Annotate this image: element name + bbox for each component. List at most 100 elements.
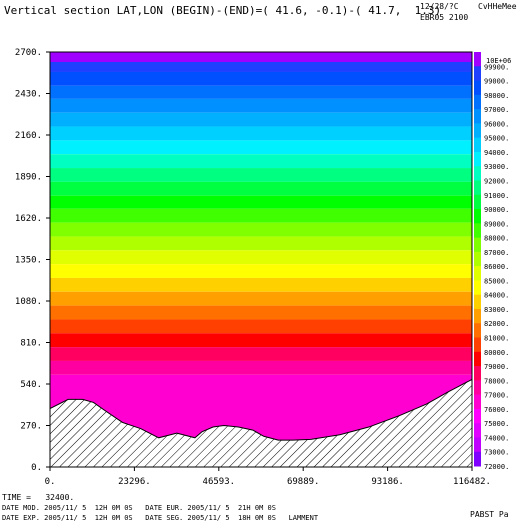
chart-title: Vertical section LAT,LON (BEGIN)-(END)=(…	[4, 4, 442, 17]
legend-swatch	[474, 294, 481, 310]
x-tick-label: 46593.	[203, 477, 236, 487]
pressure-band	[50, 222, 472, 237]
pressure-bands	[50, 52, 472, 467]
legend-label: 95000.	[484, 135, 509, 143]
legend-label: 78000.	[484, 377, 509, 385]
legend-swatch	[474, 109, 481, 124]
pressure-band	[50, 264, 472, 278]
legend-label: 76000.	[484, 406, 509, 414]
legend-swatch	[474, 194, 481, 210]
y-tick-label: 2430.	[15, 90, 42, 100]
pressure-band	[50, 126, 472, 141]
legend-label: 84000.	[484, 292, 509, 300]
legend-label: 90000.	[484, 206, 509, 214]
x-tick-label: 0.	[45, 477, 56, 487]
y-tick-label: 1080.	[15, 297, 42, 307]
legend-label: 93000.	[484, 163, 509, 171]
legend-label: 77000.	[484, 392, 509, 400]
pressure-band	[50, 305, 472, 320]
variable-name: PABST Pa	[470, 510, 509, 519]
legend-swatch	[474, 251, 481, 267]
y-tick-label: 810.	[20, 339, 42, 349]
pressure-band	[50, 347, 472, 361]
plot-user: CvHHeMee	[478, 2, 517, 11]
pressure-band	[50, 140, 472, 155]
legend-swatch	[474, 266, 481, 281]
legend-swatch	[474, 280, 481, 296]
y-tick-label: 1890.	[15, 173, 42, 183]
legend-label: 74000.	[484, 434, 509, 442]
pressure-band	[50, 291, 472, 306]
legend-top-label: 10E+06	[486, 57, 511, 65]
legend-label: 81000.	[484, 335, 509, 343]
pressure-band	[50, 236, 472, 251]
x-tick-label: 69889.	[287, 477, 320, 487]
y-axis: 0. 270. 540. 810. 1080. 1350. 1620. 1890. 2160. 2…	[15, 48, 50, 473]
pressure-band	[50, 319, 472, 334]
legend-label: 79000.	[484, 363, 509, 371]
legend-swatch	[474, 123, 481, 139]
pressure-band	[50, 85, 472, 99]
legend-swatch	[474, 52, 481, 67]
pressure-band	[50, 71, 472, 86]
x-tick-label: 93186.	[371, 477, 404, 487]
legend-label: 94000.	[484, 149, 509, 157]
legend-label: 98000.	[484, 92, 509, 100]
legend-label: 91000.	[484, 192, 509, 200]
pressure-band	[50, 52, 472, 62]
legend-label: 92000.	[484, 177, 509, 185]
legend-label: 86000.	[484, 263, 509, 271]
pressure-band	[50, 181, 472, 196]
x-tick-label: 116482.	[453, 477, 491, 487]
model-run: EBR05 2100	[420, 13, 469, 22]
legend-label: 73000.	[484, 449, 509, 457]
legend-swatch	[474, 366, 481, 381]
color-legend: 99900. 99000. 98000. 97000. 96000. 95000. 9400…	[474, 52, 511, 471]
legend-label: 89000.	[484, 220, 509, 228]
legend-swatch	[474, 94, 481, 110]
plot-date: 12/28/?C	[420, 2, 459, 11]
legend-label: 75000.	[484, 420, 509, 428]
legend-swatch	[474, 437, 481, 453]
y-tick-label: 2160.	[15, 131, 42, 141]
pressure-band	[50, 112, 472, 127]
legend-swatch	[474, 380, 481, 396]
legend-swatch	[474, 80, 481, 96]
legend-swatch	[474, 351, 481, 367]
legend-label: 96000.	[484, 120, 509, 128]
legend-swatch	[474, 423, 481, 438]
legend-label: 87000.	[484, 249, 509, 257]
legend-label: 80000.	[484, 349, 509, 357]
y-tick-label: 2700.	[15, 48, 42, 58]
time-label: TIME = 32400.	[2, 493, 75, 502]
legend-swatch	[474, 209, 481, 224]
y-tick-label: 0.	[31, 463, 42, 473]
x-axis: 0. 23296. 46593. 69889. 93186. 116482.	[45, 467, 491, 487]
legend-swatch	[474, 237, 481, 253]
legend-label: 72000.	[484, 463, 509, 471]
legend-label: 97000.	[484, 106, 509, 114]
y-tick-label: 540.	[20, 380, 42, 390]
date-line-1: DATE MOD. 2005/11/ 5 12H 0M 0S DATE EUR.…	[2, 504, 276, 512]
pressure-band	[50, 208, 472, 223]
pressure-band	[50, 98, 472, 113]
terrain-hatch	[49, 378, 473, 468]
x-tick-label: 23296.	[118, 477, 151, 487]
y-tick-label: 1620.	[15, 214, 42, 224]
legend-swatch	[474, 180, 481, 196]
pressure-band	[50, 333, 472, 348]
legend-swatch	[474, 308, 481, 324]
legend-label: 83000.	[484, 306, 509, 314]
legend-label: 88000.	[484, 235, 509, 243]
legend-swatch	[474, 323, 481, 339]
pressure-band	[50, 250, 472, 265]
legend-swatch	[474, 151, 481, 167]
legend-label: 99000.	[484, 78, 509, 86]
legend-swatch	[474, 66, 481, 82]
legend-swatch	[474, 408, 481, 424]
legend-swatch	[474, 337, 481, 353]
legend-swatch	[474, 223, 481, 239]
legend-swatch	[474, 451, 481, 467]
legend-swatch	[474, 166, 481, 181]
